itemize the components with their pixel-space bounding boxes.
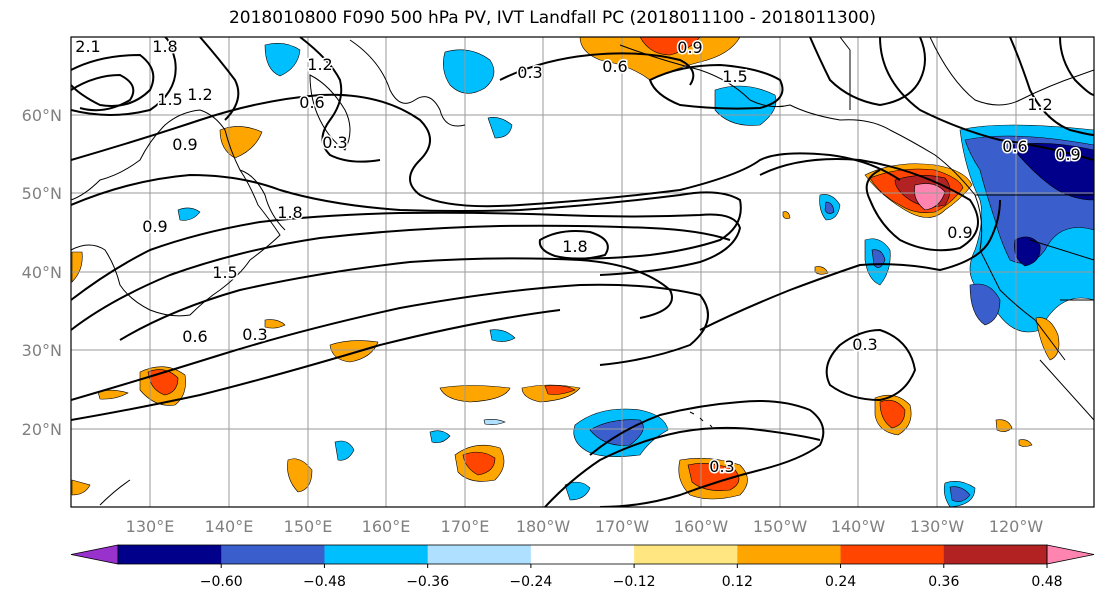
contour-label: 0.3 bbox=[709, 457, 734, 476]
longitude-label: 150°E bbox=[284, 517, 333, 536]
longitude-label: 180°W bbox=[516, 517, 571, 536]
contour-label: 0.3 bbox=[242, 325, 267, 344]
ivt-fill-region bbox=[71, 479, 91, 496]
longitude-label: 150°W bbox=[753, 517, 808, 536]
ivt-shading bbox=[71, 37, 1094, 507]
map-title: 2018010800 F090 500 hPa PV, IVT Landfall… bbox=[228, 8, 876, 28]
contour-label: 0.3 bbox=[852, 335, 877, 354]
ivt-fill-region bbox=[879, 399, 906, 429]
ivt-fill-region bbox=[264, 319, 286, 329]
colorbar-segment bbox=[737, 545, 842, 564]
contour-label: 0.9 bbox=[1055, 145, 1080, 164]
contour-label: 1.8 bbox=[152, 37, 177, 56]
colorbar-tick-label: 0.48 bbox=[1031, 574, 1062, 590]
longitude-label: 120°W bbox=[989, 517, 1044, 536]
longitude-label: 160°W bbox=[674, 517, 729, 536]
ivt-fill-region bbox=[564, 481, 591, 501]
contour-label: 0.6 bbox=[602, 57, 627, 76]
ivt-fill-region bbox=[969, 283, 1001, 326]
ivt-fill-region bbox=[219, 126, 263, 159]
colorbar-tick-label: −0.12 bbox=[613, 574, 656, 590]
colorbar-segment bbox=[840, 545, 945, 564]
colorbar-tick-label: 0.36 bbox=[928, 574, 959, 590]
colorbar-segment bbox=[943, 545, 1048, 564]
longitude-label: 170°E bbox=[441, 517, 490, 536]
longitude-label: 170°W bbox=[595, 517, 650, 536]
contour-label: 1.8 bbox=[562, 237, 587, 256]
latitude-labels: 60°N 50°N 40°N 30°N 20°N bbox=[22, 106, 62, 439]
contour-label: 0.9 bbox=[142, 217, 167, 236]
ivt-fill-region bbox=[949, 486, 971, 502]
contour-label: 1.5 bbox=[157, 90, 182, 109]
ivt-fill-region bbox=[264, 43, 301, 77]
contour-label: 0.3 bbox=[322, 133, 347, 152]
contour-label: 1.5 bbox=[212, 263, 237, 282]
ivt-fill-region bbox=[871, 249, 886, 268]
longitude-label: 140°W bbox=[831, 517, 886, 536]
pv-contours bbox=[71, 37, 1094, 507]
ivt-fill-region bbox=[544, 385, 576, 395]
ivt-fill-region bbox=[71, 251, 83, 283]
ivt-fill-region bbox=[639, 37, 701, 56]
colorbar-segment bbox=[634, 545, 738, 564]
longitude-label: 160°E bbox=[362, 517, 411, 536]
colorbar-segment bbox=[427, 545, 532, 564]
contour-label: 1.2 bbox=[1027, 95, 1052, 114]
ivt-fill-region bbox=[782, 211, 791, 219]
contour-label: 0.9 bbox=[172, 135, 197, 154]
colorbar: −0.60 −0.48 −0.36 −0.24 −0.12 0.12 0.24 0.36 0.4… bbox=[70, 544, 1095, 590]
contour-labels: 2.1 1.8 1.5 1.2 0.9 0.6 0.3 0.3 0.6 0.9 1.5 1.2 1.8 0… bbox=[74, 37, 1082, 478]
colorbar-tick-label: 0.12 bbox=[722, 574, 753, 590]
ivt-fill-region bbox=[334, 440, 355, 461]
ivt-fill-region bbox=[1009, 143, 1094, 201]
longitude-labels: 130°E 140°E 150°E 160°E 170°E 180°W 170°W 160°W… bbox=[126, 517, 1044, 536]
latitude-label: 50°N bbox=[22, 184, 62, 203]
contour-label: 0.6 bbox=[299, 93, 324, 112]
colorbar-tick-label: −0.36 bbox=[406, 574, 449, 590]
contour-label: 0.3 bbox=[517, 63, 542, 82]
latitude-label: 20°N bbox=[22, 420, 62, 439]
contour-label: 1.8 bbox=[277, 203, 302, 222]
colorbar-segment bbox=[530, 545, 635, 564]
colorbar-segment bbox=[324, 545, 429, 564]
contour-label: 0.6 bbox=[1002, 137, 1027, 156]
contour-label: 1.2 bbox=[307, 55, 332, 74]
graticule bbox=[71, 37, 1094, 507]
ivt-fill-region bbox=[177, 207, 201, 221]
ivt-fill-region bbox=[714, 85, 777, 126]
ivt-fill-region bbox=[1018, 439, 1033, 447]
ivt-fill-region bbox=[487, 117, 513, 139]
contour-label: 0.9 bbox=[677, 38, 702, 57]
longitude-label: 130°W bbox=[910, 517, 965, 536]
latitude-label: 30°N bbox=[22, 341, 62, 360]
ivt-fill-region bbox=[489, 329, 516, 342]
ivt-fill-region bbox=[443, 49, 495, 94]
ivt-fill-region bbox=[824, 201, 835, 214]
contour-label: 1.5 bbox=[722, 67, 747, 86]
latitude-label: 60°N bbox=[22, 106, 62, 125]
longitude-label: 130°E bbox=[126, 517, 175, 536]
colorbar-tick-label: −0.60 bbox=[200, 574, 243, 590]
colorbar-extend-high bbox=[1046, 544, 1095, 565]
contour-label: 1.2 bbox=[187, 85, 212, 104]
colorbar-segment bbox=[221, 545, 325, 564]
map-border bbox=[70, 36, 1095, 508]
ivt-fill-region bbox=[429, 430, 451, 444]
contour-label: 0.6 bbox=[182, 327, 207, 346]
contour-label: 2.1 bbox=[75, 37, 100, 56]
colorbar-tick-label: −0.48 bbox=[303, 574, 346, 590]
contour-label: 0.9 bbox=[947, 223, 972, 242]
colorbar-segment bbox=[118, 545, 222, 564]
colorbar-border bbox=[117, 544, 1048, 565]
colorbar-extend-low bbox=[70, 544, 119, 565]
ivt-fill-region bbox=[483, 419, 506, 425]
ivt-fill-region bbox=[439, 385, 511, 403]
latitude-label: 40°N bbox=[22, 263, 62, 282]
ivt-fill-region bbox=[462, 451, 496, 476]
colorbar-tick-label: −0.24 bbox=[509, 574, 552, 590]
longitude-label: 140°E bbox=[205, 517, 254, 536]
colorbar-tick-label: 0.24 bbox=[825, 574, 856, 590]
